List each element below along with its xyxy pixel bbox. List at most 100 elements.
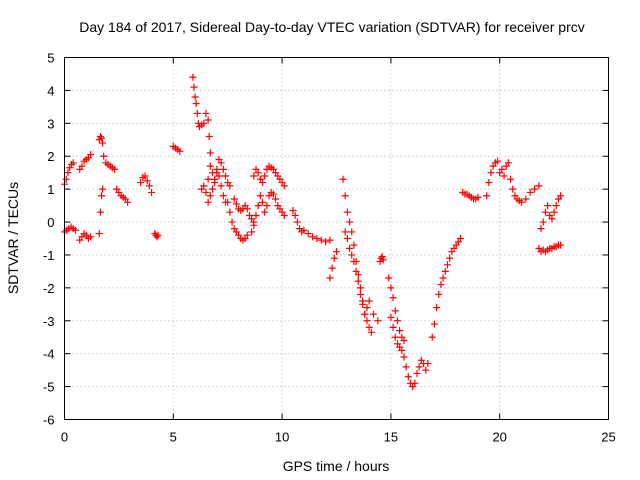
data-point xyxy=(379,256,387,264)
x-tick-label: 10 xyxy=(275,430,289,445)
data-point xyxy=(535,182,543,190)
series-arc-31 xyxy=(537,192,565,233)
data-point xyxy=(193,109,201,117)
data-point xyxy=(328,264,336,272)
series-arc-08 xyxy=(137,172,156,196)
data-point xyxy=(69,159,77,167)
data-point xyxy=(202,188,210,196)
data-point xyxy=(428,333,436,341)
data-point xyxy=(191,93,199,101)
data-point xyxy=(192,100,200,108)
data-point xyxy=(204,198,212,206)
data-point xyxy=(111,165,119,173)
data-point xyxy=(226,208,234,216)
data-point xyxy=(346,218,354,226)
data-point xyxy=(348,228,356,236)
data-point xyxy=(153,233,161,241)
data-point xyxy=(526,188,534,196)
data-point xyxy=(99,185,107,193)
data-point xyxy=(369,310,377,318)
data-point xyxy=(346,244,354,252)
data-point xyxy=(457,235,465,242)
data-point xyxy=(228,218,236,226)
data-point xyxy=(389,323,397,331)
data-point xyxy=(100,152,108,160)
data-point xyxy=(78,162,86,170)
data-point xyxy=(376,258,384,266)
data-point xyxy=(289,207,297,215)
data-point xyxy=(322,238,330,246)
data-point xyxy=(413,369,421,377)
data-point xyxy=(96,208,104,216)
data-point xyxy=(219,192,227,200)
data-point xyxy=(343,208,351,216)
data-point xyxy=(217,182,225,190)
data-point xyxy=(356,290,364,298)
data-point xyxy=(304,230,312,238)
grid-lines xyxy=(64,57,609,420)
data-point xyxy=(504,159,512,167)
data-point xyxy=(222,172,230,180)
y-tick-label: 2 xyxy=(47,149,54,164)
data-point xyxy=(391,333,399,341)
data-point xyxy=(356,284,364,292)
y-tick-label: -4 xyxy=(43,347,55,362)
data-point xyxy=(415,363,423,371)
data-point xyxy=(422,366,430,374)
x-tick-label: 5 xyxy=(170,430,177,445)
series-arc-14 xyxy=(224,198,251,244)
data-point xyxy=(205,132,213,140)
y-tick-label: -2 xyxy=(43,281,55,296)
data-point xyxy=(259,198,267,206)
data-point xyxy=(446,254,454,262)
y-tick-label: -5 xyxy=(43,380,55,395)
data-point xyxy=(498,165,506,173)
data-point xyxy=(200,119,208,127)
data-point xyxy=(226,182,234,190)
data-point xyxy=(411,379,419,387)
data-point xyxy=(430,320,438,328)
series-arc-26 xyxy=(428,235,465,341)
series-arc-04 xyxy=(76,230,95,244)
data-point xyxy=(208,185,216,193)
data-point xyxy=(87,233,95,241)
data-point xyxy=(215,172,223,180)
series-arc-23 xyxy=(385,274,408,345)
data-point xyxy=(326,274,334,282)
data-point xyxy=(232,200,240,208)
data-point xyxy=(374,317,382,325)
axis-ticks xyxy=(64,57,609,420)
data-point xyxy=(544,202,552,210)
data-point xyxy=(548,215,556,223)
series-arc-16 xyxy=(250,162,288,190)
data-point xyxy=(291,211,299,219)
series-arc-27 xyxy=(459,188,482,203)
data-point xyxy=(176,147,184,155)
y-tick-label: -3 xyxy=(43,314,55,329)
data-point xyxy=(402,363,410,371)
data-point xyxy=(272,195,280,203)
y-tick-label: 1 xyxy=(47,182,54,197)
data-point xyxy=(354,277,362,285)
series-arc-02 xyxy=(61,223,79,236)
x-tick-label: 0 xyxy=(61,430,68,445)
data-point xyxy=(217,159,225,167)
data-point xyxy=(254,202,262,210)
data-point xyxy=(141,172,149,180)
data-point xyxy=(474,193,482,201)
data-point xyxy=(250,172,258,180)
y-tick-label: 4 xyxy=(47,83,54,98)
series-arc-01 xyxy=(61,159,77,188)
data-point xyxy=(206,149,214,157)
data-point xyxy=(189,73,197,81)
data-point xyxy=(441,267,449,275)
data-point xyxy=(67,160,75,168)
y-tick-label: 3 xyxy=(47,116,54,131)
data-point xyxy=(143,177,151,185)
series-arc-09 xyxy=(151,230,162,241)
series-arc-24 xyxy=(387,313,419,391)
data-point xyxy=(522,195,530,203)
plot-frame xyxy=(64,57,609,420)
data-point xyxy=(309,233,317,241)
data-point xyxy=(385,274,393,282)
